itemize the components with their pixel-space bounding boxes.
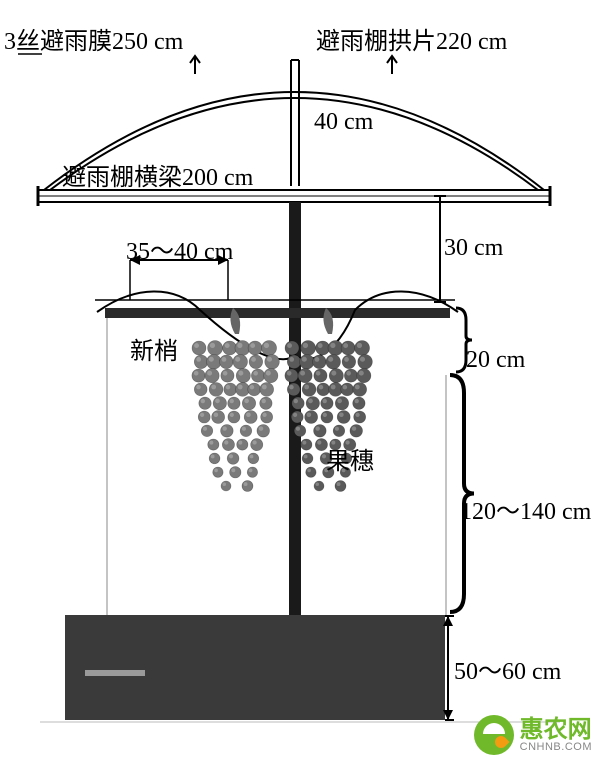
watermark-title: 惠农网 [520,717,592,742]
label-beam-to-wire: 30 cm [444,236,503,260]
grape-trellis-diagram [0,0,600,763]
label-soil-height: 50～60 cm [454,660,561,684]
watermark-icon [474,715,514,755]
label-wire-drop: 20 cm [466,348,525,372]
label-shoot: 新梢 [130,340,178,364]
label-cluster: 果穗 [326,450,374,474]
watermark: 惠农网 CNHNB.COM [474,715,592,755]
label-canopy-height: 40 cm [314,110,373,134]
label-arch: 避雨棚拱片220 cm [316,30,507,54]
label-beam: 避雨棚横梁200 cm [62,166,253,190]
label-trunk-height: 120～140 cm [460,500,591,524]
label-film: 3丝避雨膜250 cm [4,30,183,54]
label-wire-gap: 35～40 cm [126,240,233,264]
watermark-subtitle: CNHNB.COM [520,742,592,754]
